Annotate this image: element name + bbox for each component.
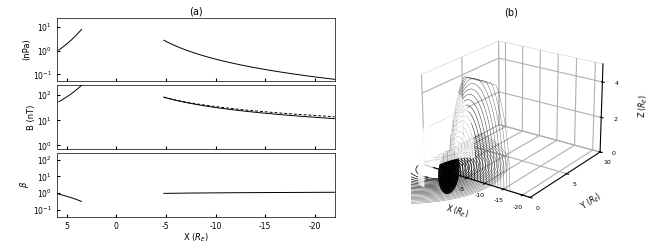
Y-axis label: (nPa): (nPa) <box>22 39 31 60</box>
Title: (b): (b) <box>504 8 518 18</box>
X-axis label: X ($R_E$): X ($R_E$) <box>444 202 471 222</box>
X-axis label: X ($R_E$): X ($R_E$) <box>183 232 209 244</box>
Y-axis label: $\beta$: $\beta$ <box>18 181 31 188</box>
Title: (a): (a) <box>189 7 203 17</box>
Y-axis label: B (nT): B (nT) <box>27 105 35 130</box>
Y-axis label: Y ($R_E$): Y ($R_E$) <box>578 190 605 213</box>
